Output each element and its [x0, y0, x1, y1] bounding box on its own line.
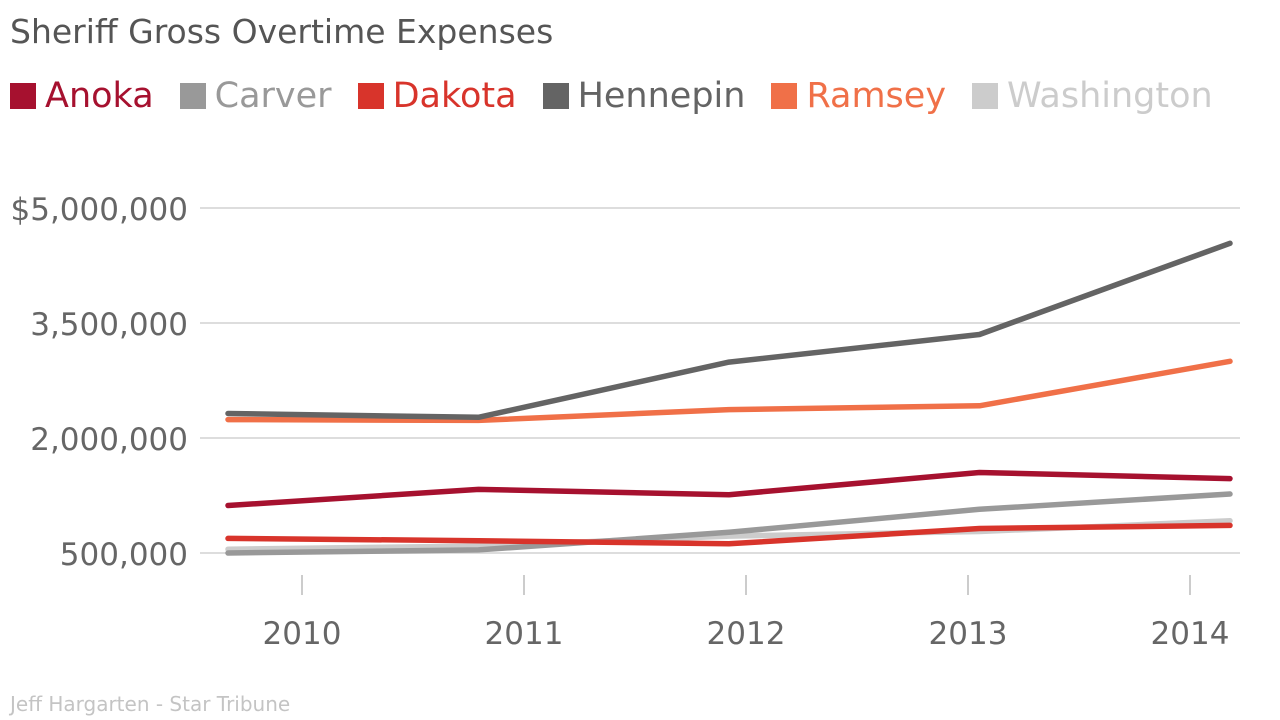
x-tick-label: 2014 — [1151, 616, 1230, 652]
legend-item-ramsey: Ramsey — [771, 76, 946, 116]
legend-swatch — [542, 83, 569, 109]
legend-label: Carver — [214, 76, 332, 116]
legend-swatch — [771, 83, 798, 109]
legend-label: Ramsey — [806, 76, 947, 116]
legend-item-dakota: Dakota — [357, 76, 517, 116]
x-tick-label: 2010 — [263, 616, 342, 652]
series-line-ramsey — [225, 358, 1233, 424]
y-tick-label: $5,000,000 — [11, 192, 189, 228]
series-line-dakota — [225, 522, 1233, 547]
legend-item-carver: Carver — [179, 76, 332, 116]
legend-swatch — [357, 83, 384, 109]
legend-item-anoka: Anoka — [10, 76, 154, 116]
legend-label: Washington — [1007, 76, 1213, 116]
legend-item-hennepin: Hennepin — [542, 76, 746, 116]
legend: Anoka Carver Dakota Hennepin Ramsey Washingto… — [10, 76, 1239, 116]
legend-item-washington: Washington — [972, 76, 1213, 116]
series-line-anoka — [225, 469, 1233, 509]
legend-swatch — [179, 83, 206, 109]
legend-label: Hennepin — [577, 76, 746, 116]
y-tick-label: 2,000,000 — [30, 422, 188, 458]
y-tick-label: 3,500,000 — [30, 307, 188, 343]
legend-label: Anoka — [45, 76, 154, 116]
series-line-carver — [225, 491, 1233, 556]
source-credit: Jeff Hargarten - Star Tribune — [10, 692, 291, 716]
series-line-hennepin — [225, 240, 1233, 421]
legend-label: Dakota — [392, 76, 517, 116]
x-tick-label: 2011 — [485, 616, 564, 652]
x-tick-label: 2013 — [929, 616, 1008, 652]
legend-swatch — [972, 83, 999, 109]
y-tick-label: 500,000 — [60, 537, 188, 573]
legend-swatch — [10, 83, 36, 109]
x-tick-label: 2012 — [707, 616, 786, 652]
chart-title: Sheriff Gross Overtime Expenses — [10, 12, 554, 51]
